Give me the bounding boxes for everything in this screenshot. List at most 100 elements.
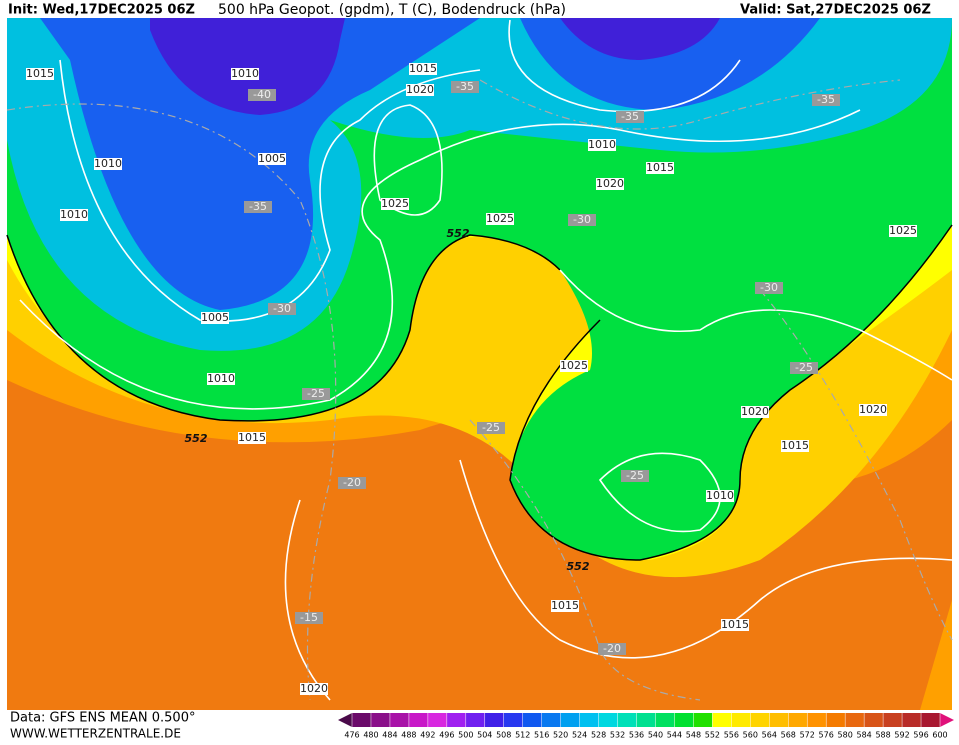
- colorbar-tick-label: 564: [762, 731, 777, 740]
- colorbar-swatch: [826, 713, 846, 727]
- isobar-label: 1005: [201, 311, 229, 324]
- colorbar-swatch: [883, 713, 903, 727]
- isobar-label: 1015: [238, 431, 266, 444]
- colorbar-tick-label: 584: [856, 731, 871, 740]
- isobar-label: 1025: [889, 224, 917, 237]
- colorbar-tick-label: 520: [553, 731, 568, 740]
- colorbar-swatch: [788, 713, 808, 727]
- colorbar-tick-label: 492: [420, 731, 435, 740]
- colorbar-tick-label: 512: [515, 731, 530, 740]
- isobar-label: 1015: [646, 161, 674, 174]
- isobar-label: 1010: [60, 208, 88, 221]
- temperature-label-box: [755, 282, 783, 294]
- data-source: Data: GFS ENS MEAN 0.500°: [10, 711, 195, 726]
- colorbar-tick-label: 576: [819, 731, 834, 740]
- colorbar-tick-label: 600: [932, 731, 947, 740]
- colorbar-tick-label: 556: [724, 731, 739, 740]
- temperature-label: -35: [456, 80, 474, 93]
- isobar-label-box: [409, 63, 437, 75]
- isobar-label: 1010: [207, 372, 235, 385]
- colorbar-swatch: [655, 713, 675, 727]
- colorbar-swatch: [617, 713, 638, 727]
- colorbar-swatch: [446, 713, 467, 727]
- colorbar-swatch: [560, 713, 581, 727]
- isobar-label-box: [721, 619, 749, 631]
- header-bar: [0, 0, 959, 18]
- isobar-label-box: [560, 360, 588, 372]
- isobar-label: 1020: [406, 83, 434, 96]
- geopotential-label: 552: [185, 432, 208, 445]
- isobar-label-box: [706, 490, 734, 502]
- colorbar-swatch: [636, 713, 656, 727]
- colorbar-swatch: [408, 713, 429, 727]
- isobar-label-box: [889, 225, 917, 237]
- isobar-label: 1025: [381, 197, 409, 210]
- geopotential-552-line: [6, 224, 953, 561]
- temperature-label: -25: [307, 387, 325, 400]
- colorbar-swatch: [864, 713, 884, 727]
- colorbar-tick-label: 548: [686, 731, 701, 740]
- temperature-label: -25: [482, 421, 500, 434]
- website: WWW.WETTERZENTRALE.DE: [10, 727, 181, 741]
- isobar-label-box: [207, 373, 235, 385]
- temperature-label: -35: [621, 110, 639, 123]
- isobar-label: 1025: [560, 359, 588, 372]
- isobar-label: 1010: [588, 138, 616, 151]
- isobar-label: 1020: [596, 177, 624, 190]
- colorbar-swatch: [750, 713, 770, 727]
- isobar-label-box: [588, 139, 616, 151]
- colorbar-swatch: [389, 713, 410, 727]
- colorbar-swatch: [731, 713, 751, 727]
- colorbar-tick-label: 504: [477, 731, 492, 740]
- temperature-label: -25: [795, 361, 813, 374]
- colorbar-tick-label: 572: [800, 731, 815, 740]
- temperature-label-box: [302, 388, 330, 400]
- temperature-label: -20: [343, 476, 361, 489]
- colorbar-swatch: [522, 713, 543, 727]
- colorbar-tick-label: 580: [838, 731, 853, 740]
- temperature-label-box: [812, 94, 840, 106]
- temperature-label: -30: [273, 302, 291, 315]
- isobar-label: 1010: [231, 67, 259, 80]
- temperature-label: -35: [249, 200, 267, 213]
- temperature-label-box: [295, 612, 323, 624]
- colorbar-swatch: [579, 713, 600, 727]
- isobar-label-box: [26, 68, 54, 80]
- colorbar-swatch: [465, 713, 486, 727]
- isobar-label-box: [60, 209, 88, 221]
- geopotential-label: 552: [447, 227, 470, 240]
- colorbar: 476 480 484 488 492 496 500 504 508 512 516 520 524 5…: [338, 713, 954, 740]
- colorbar-tick-label: 588: [875, 731, 890, 740]
- colorbar-swatch: [598, 713, 619, 727]
- isobar-label-box: [486, 213, 514, 225]
- isobar-label: 1020: [859, 403, 887, 416]
- colorbar-swatch: [712, 713, 732, 727]
- isobar-label: 1025: [486, 212, 514, 225]
- temperature-label-box: [451, 81, 479, 93]
- isobar-label: 1010: [706, 489, 734, 502]
- colorbar-tick-label: 480: [363, 731, 378, 740]
- isobar-label: 1005: [258, 152, 286, 165]
- valid-time: Valid: Sat,27DEC2025 06Z: [740, 3, 931, 18]
- isobar-label: 1015: [781, 439, 809, 452]
- isobar-label: 1010: [94, 157, 122, 170]
- isobars: [19, 19, 953, 701]
- colorbar-tick-label: 592: [894, 731, 909, 740]
- isobar-label-box: [300, 683, 328, 695]
- isobar-label: 1015: [721, 618, 749, 631]
- isobar-label: 1015: [551, 599, 579, 612]
- colorbar-swatch: [693, 713, 713, 727]
- colorbar-swatch: [541, 713, 562, 727]
- temperature-label-box: [248, 89, 276, 101]
- colorbar-tick-label: 544: [667, 731, 682, 740]
- colorbar-tick-label: 508: [496, 731, 511, 740]
- isobar-label-box: [201, 312, 229, 324]
- colorbar-swatch: [845, 713, 865, 727]
- temperature-label-box: [244, 201, 272, 213]
- colorbar-swatch: [370, 713, 391, 727]
- isobar-label-box: [258, 153, 286, 165]
- colorbar-tick-label: 516: [534, 731, 549, 740]
- temperature-label: -35: [817, 93, 835, 106]
- isobar-label-box: [381, 198, 409, 210]
- temperature-label: -20: [603, 642, 621, 655]
